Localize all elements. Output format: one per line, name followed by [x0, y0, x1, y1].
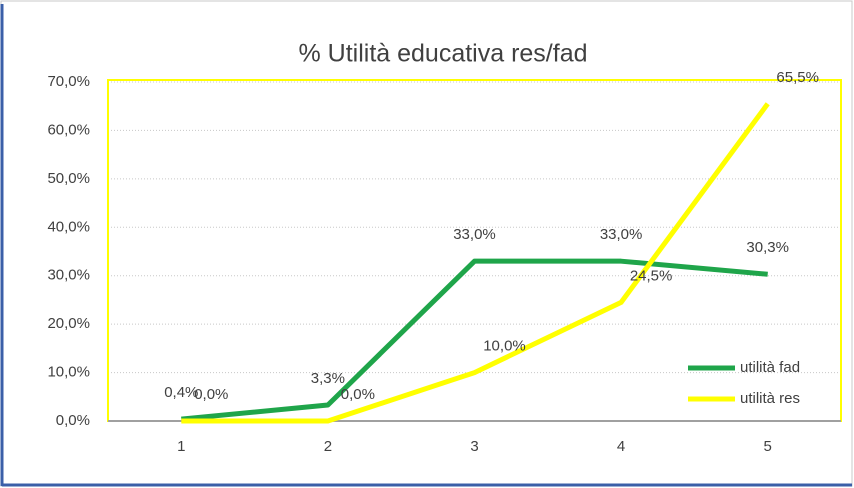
series-line: [181, 102, 770, 424]
data-label: 65,5%: [776, 69, 819, 86]
y-tick-label: 20,0%: [47, 315, 90, 332]
chart-title: % Utilità educativa res/fad: [298, 40, 587, 68]
y-tick-label: 0,0%: [56, 412, 90, 429]
y-tick-label: 70,0%: [47, 73, 90, 90]
data-label: 0,0%: [341, 386, 375, 403]
legend-label: utilità res: [740, 390, 800, 407]
data-label: 24,5%: [630, 267, 673, 284]
data-label: 33,0%: [600, 226, 643, 243]
x-tick-label: 2: [324, 438, 332, 455]
x-tick-label: 1: [177, 438, 185, 455]
x-tick-label: 5: [764, 438, 772, 455]
y-tick-label: 60,0%: [47, 121, 90, 138]
data-label: 0,4%: [164, 384, 198, 401]
data-label: 0,0%: [194, 386, 228, 403]
y-tick-label: 40,0%: [47, 218, 90, 235]
data-label: 30,3%: [746, 239, 789, 256]
data-label: 33,0%: [453, 226, 496, 243]
legend-label: utilità fad: [740, 359, 800, 376]
data-label: 3,3%: [311, 370, 345, 387]
x-tick-label: 4: [617, 438, 625, 455]
y-tick-label: 50,0%: [47, 170, 90, 187]
y-tick-label: 30,0%: [47, 267, 90, 284]
x-tick-label: 3: [470, 438, 478, 455]
y-tick-label: 10,0%: [47, 364, 90, 381]
series-line: [181, 258, 768, 422]
data-label: 10,0%: [483, 338, 526, 355]
